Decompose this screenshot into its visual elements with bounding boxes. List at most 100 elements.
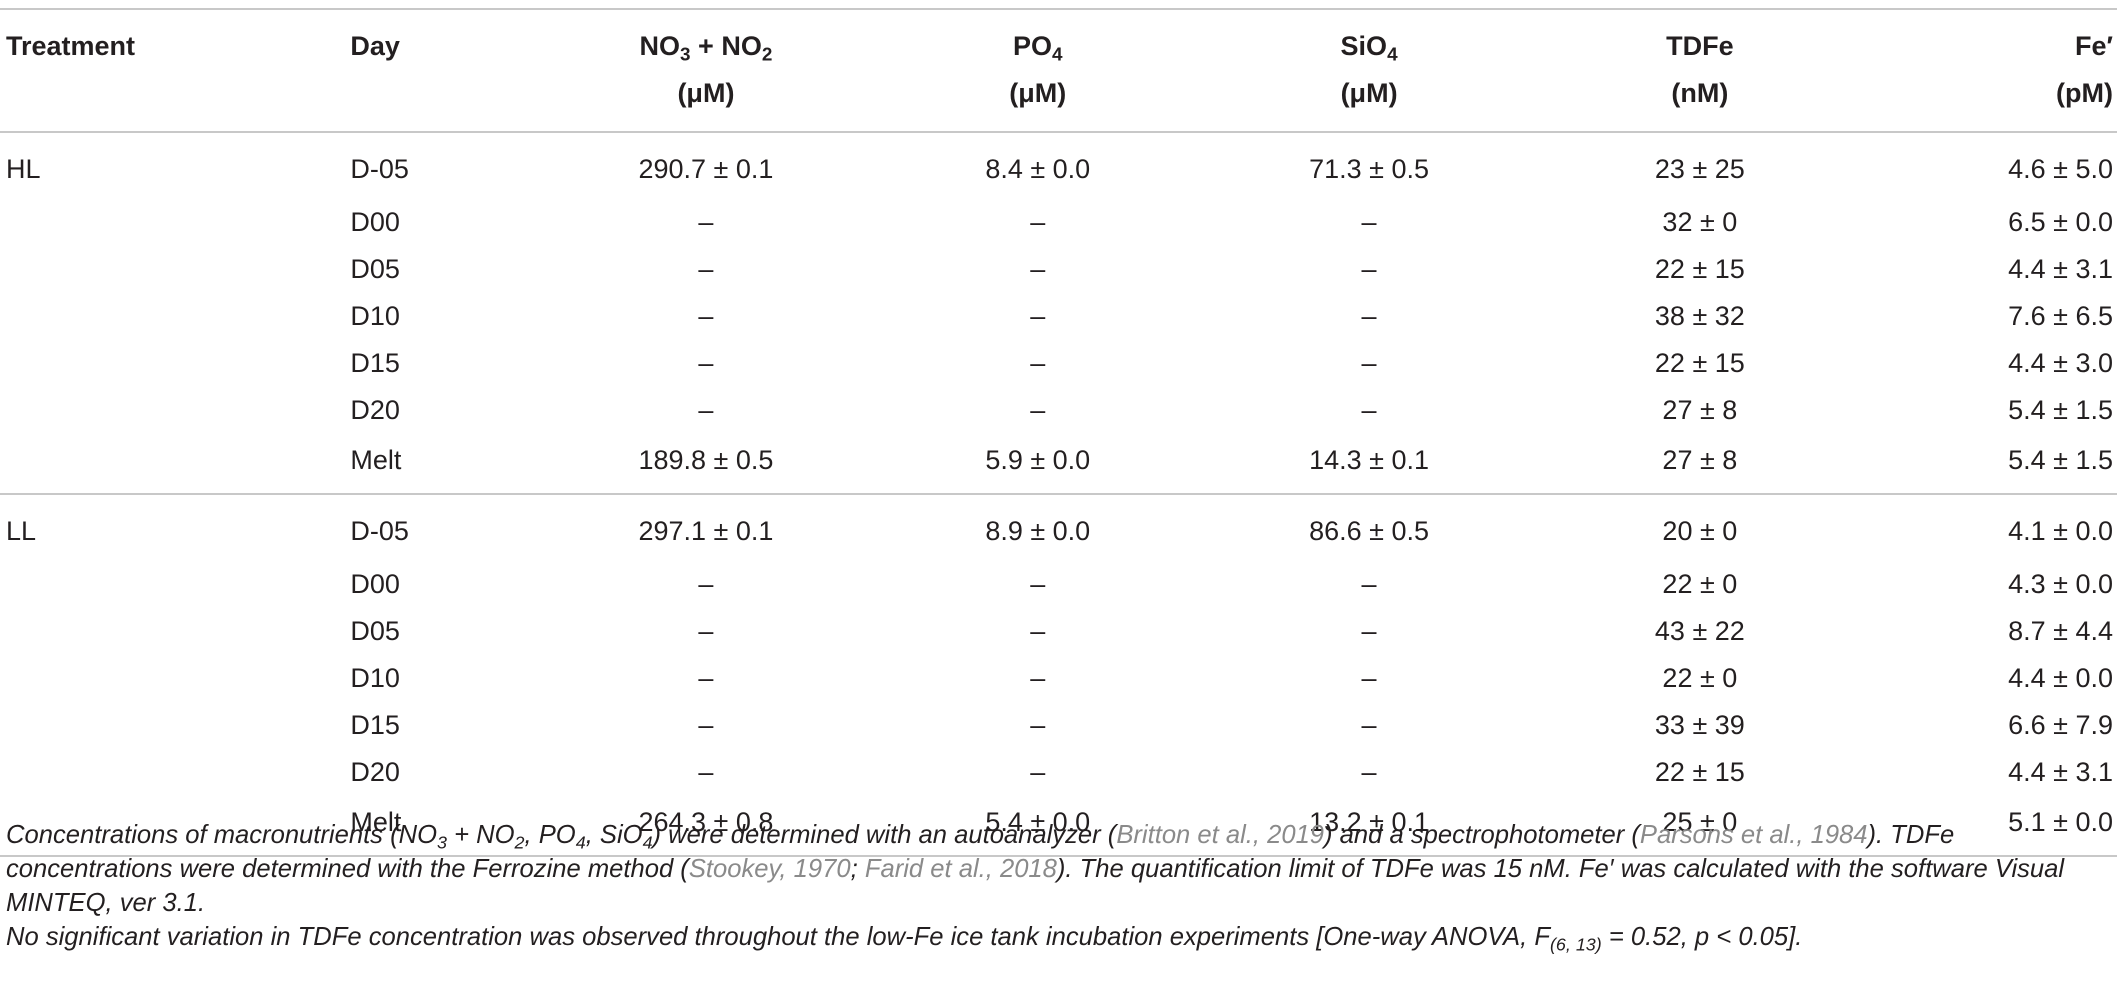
cell-tdfe: 23 ± 25: [1654, 153, 1745, 184]
citation-link[interactable]: Britton et al., 2019: [1116, 821, 1325, 849]
cell-sio4: –: [1361, 348, 1377, 378]
cell-sio4: –: [1361, 207, 1377, 237]
footnote-text: ). The quantification limit of TDFe was …: [6, 855, 2065, 917]
citation-link[interactable]: Farid et al., 2018: [864, 855, 1057, 883]
nutrient-iron-table: Treatment Day NO3 + NO2 (μM) PO4 (μM) Si…: [0, 8, 2117, 857]
cell-fe: 5.4 ± 1.5: [2008, 445, 2113, 475]
cell-fe: 6.6 ± 7.9: [2008, 710, 2113, 740]
cell-treatment: [0, 796, 331, 857]
header-no3-no2-unit: (μM): [677, 78, 735, 108]
table-row: D05 – – – 22 ± 15 4.4 ± 3.1: [0, 246, 2117, 293]
cell-sio4: 14.3 ± 0.1: [1309, 445, 1430, 475]
cell-no3: –: [698, 395, 714, 425]
citation-link[interactable]: Parsons et al., 1984: [1639, 821, 1868, 849]
cell-no3: –: [698, 663, 714, 693]
cell-po4: 5.9 ± 0.0: [985, 445, 1091, 475]
cell-no3: –: [698, 254, 714, 284]
cell-treatment: [0, 749, 330, 796]
cell-po4: –: [1030, 348, 1046, 378]
footnote-text: ). TDFe concentrations were determined w…: [6, 821, 1955, 883]
header-no3-no2-formula: NO3 + NO2: [639, 31, 773, 66]
table-row: D10 – – – 22 ± 0 4.4 ± 0.0: [0, 655, 2117, 702]
cell-po4: 5.4 ± 0.0: [872, 796, 1204, 857]
table-row: D15 – – – 33 ± 39 6.6 ± 7.9: [0, 702, 2117, 749]
footnote-methods: Concentrations of macronutrients (NO3 + …: [6, 818, 2106, 920]
cell-day: D20: [350, 395, 400, 425]
footnote-text: ) and a spectrophotometer (: [1324, 821, 1640, 849]
cell-tdfe: 22 ± 15: [1654, 254, 1745, 284]
cell-sio4: –: [1361, 301, 1377, 331]
cell-day: D10: [350, 663, 400, 693]
cell-tdfe: 20 ± 0: [1534, 493, 1865, 561]
footnote-text: ;: [850, 855, 865, 883]
table-row: LL D-05 297.1 ± 0.1 8.9 ± 0.0 86.6 ± 0.5 20 ±…: [0, 493, 2117, 561]
cell-no3: –: [698, 569, 714, 599]
header-po4: PO4 (μM): [872, 8, 1204, 133]
cell-day: D10: [350, 301, 400, 331]
cell-sio4: 86.6 ± 0.5: [1203, 493, 1535, 561]
cell-fe: 4.4 ± 0.0: [2008, 663, 2113, 693]
cell-no3: 189.8 ± 0.5: [638, 445, 774, 475]
footnote-subscript: 4: [642, 832, 653, 853]
cell-day: D00: [350, 207, 400, 237]
cell-treatment: [0, 340, 330, 387]
cell-sio4: –: [1361, 757, 1377, 787]
cell-no3: –: [698, 348, 714, 378]
cell-po4: –: [1030, 207, 1046, 237]
citation-link[interactable]: Stookey, 1970: [688, 855, 851, 883]
cell-po4: –: [1030, 569, 1046, 599]
table-row: Melt 264.3 ± 0.8 5.4 ± 0.0 13.2 ± 0.1 25 ± 0…: [0, 796, 2117, 857]
cell-po4: –: [1030, 616, 1046, 646]
cell-treatment: HL: [6, 153, 41, 184]
cell-tdfe: 43 ± 22: [1654, 616, 1745, 646]
cell-fe: 7.6 ± 6.5: [2008, 301, 2113, 331]
header-day: Day: [330, 8, 540, 133]
cell-po4: –: [1030, 301, 1046, 331]
cell-fe: 4.3 ± 0.0: [2008, 569, 2113, 599]
footnote-subscript: (6, 13): [1549, 934, 1602, 955]
cell-sio4: –: [1361, 710, 1377, 740]
table-header: Treatment Day NO3 + NO2 (μM) PO4 (μM) Si…: [0, 8, 2117, 133]
cell-tdfe: 27 ± 8: [1662, 445, 1738, 475]
cell-day: D00: [350, 569, 400, 599]
cell-fe: 6.5 ± 0.0: [2008, 207, 2113, 237]
cell-sio4: 71.3 ± 0.5: [1309, 153, 1430, 184]
cell-no3: 264.3 ± 0.8: [539, 796, 873, 857]
footnote-text: = 0.52, p < 0.05].: [1601, 923, 1803, 951]
header-sio4: SiO4 (μM): [1203, 8, 1535, 133]
cell-treatment: LL: [0, 493, 331, 561]
table-row: D05 – – – 43 ± 22 8.7 ± 4.4: [0, 608, 2117, 655]
cell-tdfe: 38 ± 32: [1654, 301, 1745, 331]
cell-day: Melt: [350, 445, 402, 475]
cell-treatment: [0, 246, 330, 293]
cell-no3: 297.1 ± 0.1: [539, 493, 873, 561]
cell-treatment: [0, 655, 330, 702]
cell-day: D-05: [350, 153, 409, 184]
cell-tdfe: 22 ± 0: [1662, 569, 1738, 599]
footnote-text: ) were determined with an autoanalyzer (: [652, 821, 1117, 849]
table-row: D10 – – – 38 ± 32 7.6 ± 6.5: [0, 293, 2117, 340]
cell-no3: –: [698, 757, 714, 787]
cell-po4: –: [1030, 710, 1046, 740]
cell-po4: –: [1030, 395, 1046, 425]
table-row: D20 – – – 27 ± 8 5.4 ± 1.5: [0, 387, 2117, 434]
header-treatment: Treatment: [0, 8, 331, 133]
cell-day: D05: [350, 254, 400, 284]
table-row: D00 – – – 32 ± 0 6.5 ± 0.0: [0, 199, 2117, 246]
footnote-text: Concentrations of macronutrients (NO: [6, 821, 438, 849]
cell-day: D-05: [330, 493, 540, 561]
header-row: Treatment Day NO3 + NO2 (μM) PO4 (μM) Si…: [0, 8, 2117, 133]
cell-po4: –: [1030, 254, 1046, 284]
cell-tdfe: 22 ± 15: [1654, 757, 1745, 787]
cell-fe: 8.7 ± 4.4: [2008, 616, 2113, 646]
cell-day: Melt: [330, 796, 540, 857]
cell-no3: 290.7 ± 0.1: [638, 153, 774, 184]
cell-sio4: –: [1361, 395, 1377, 425]
cell-sio4: 13.2 ± 0.1: [1203, 796, 1535, 857]
table-footnotes: Concentrations of macronutrients (NO3 + …: [6, 818, 2106, 954]
header-sio4-unit: (μM): [1340, 78, 1398, 108]
cell-sio4: –: [1361, 569, 1377, 599]
footnote-subscript: 3: [437, 832, 447, 853]
cell-treatment: [0, 434, 330, 494]
